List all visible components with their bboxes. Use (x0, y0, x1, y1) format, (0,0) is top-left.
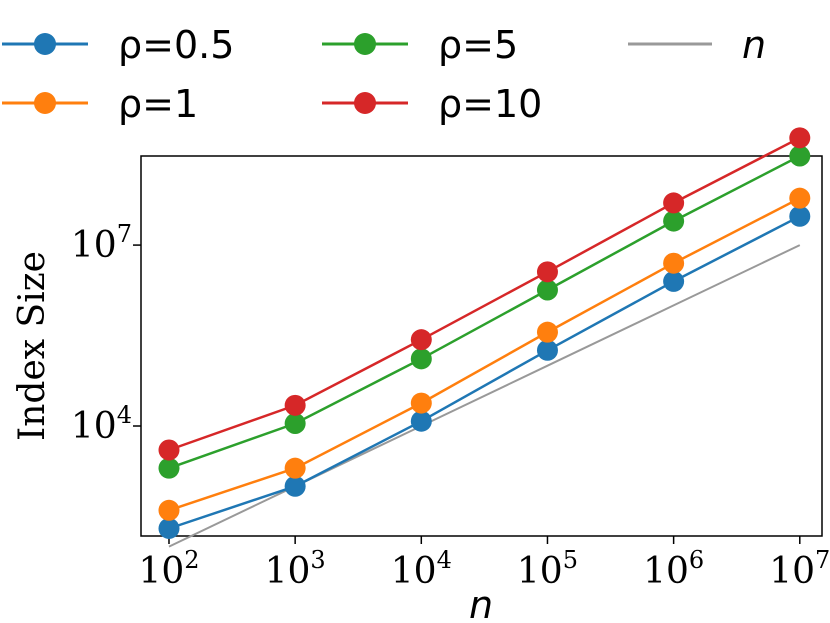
legend-label-rho-1: ρ=1 (118, 82, 198, 126)
legend: ρ=0.5 ρ=1 ρ=5 ρ=10 n (2, 23, 766, 126)
y-axis-label: Index Size (12, 251, 53, 441)
axis-ticks: 102 103 104 105 106 107 104 107 (71, 220, 830, 592)
series-n (168, 244, 801, 548)
data-point-rho-10 (536, 261, 558, 283)
y-tick-label: 104 (71, 401, 132, 447)
x-tick-label: 102 (138, 546, 199, 592)
data-point-rho-5 (663, 210, 685, 232)
data-point-rho-1 (789, 187, 811, 209)
series-line-rho-1 (168, 197, 801, 512)
x-tick-label: 105 (517, 546, 578, 592)
legend-entry-rho-5: ρ=5 (322, 23, 518, 67)
series-line-rho-0-5 (168, 215, 801, 530)
series-rho-0-5 (158, 205, 811, 539)
data-point-rho-0-5 (789, 205, 811, 227)
y-tick-label: 107 (71, 220, 132, 266)
data-point-rho-0-5 (158, 517, 180, 539)
legend-entry-rho-1: ρ=1 (2, 82, 198, 126)
data-point-rho-5 (536, 279, 558, 301)
data-point-rho-1 (284, 457, 306, 479)
series-rho-5 (158, 145, 811, 479)
data-point-rho-0-5 (536, 339, 558, 361)
data-point-rho-10 (663, 192, 685, 214)
data-point-rho-0-5 (663, 270, 685, 292)
series-line-n (168, 244, 801, 548)
data-point-rho-10 (158, 439, 180, 461)
series-rho-1 (158, 187, 811, 521)
data-point-rho-10 (410, 329, 432, 351)
legend-entry-n: n (628, 23, 766, 67)
legend-marker-rho-10 (354, 92, 376, 114)
legend-marker-rho-1 (34, 92, 56, 114)
data-point-rho-1 (663, 252, 685, 274)
data-point-rho-5 (284, 413, 306, 435)
data-point-rho-10 (789, 127, 811, 149)
data-point-rho-1 (410, 392, 432, 414)
x-tick-label: 106 (643, 546, 704, 592)
legend-marker-rho-0-5 (34, 33, 56, 55)
legend-label-rho-10: ρ=10 (438, 82, 542, 126)
legend-marker-rho-5 (354, 33, 376, 55)
series-line-rho-10 (168, 136, 801, 452)
legend-entry-rho-10: ρ=10 (322, 82, 542, 126)
series-line-rho-5 (168, 154, 801, 470)
legend-label-n: n (742, 23, 766, 67)
data-point-rho-5 (789, 145, 811, 167)
data-point-rho-5 (410, 348, 432, 370)
plot-frame (140, 155, 823, 537)
series-layer (158, 127, 811, 548)
data-point-rho-5 (158, 457, 180, 479)
data-point-rho-1 (158, 499, 180, 521)
x-tick-label: 107 (769, 546, 830, 592)
legend-label-rho-0-5: ρ=0.5 (118, 23, 234, 67)
legend-entry-rho-0-5: ρ=0.5 (2, 23, 234, 67)
data-point-rho-0-5 (410, 410, 432, 432)
data-point-rho-0-5 (284, 475, 306, 497)
series-rho-10 (158, 127, 811, 461)
x-tick-label: 104 (391, 546, 452, 592)
x-axis-label: n (469, 583, 493, 623)
x-tick-label: 103 (265, 546, 326, 592)
data-point-rho-1 (536, 321, 558, 343)
data-point-rho-10 (284, 394, 306, 416)
legend-label-rho-5: ρ=5 (438, 23, 518, 67)
